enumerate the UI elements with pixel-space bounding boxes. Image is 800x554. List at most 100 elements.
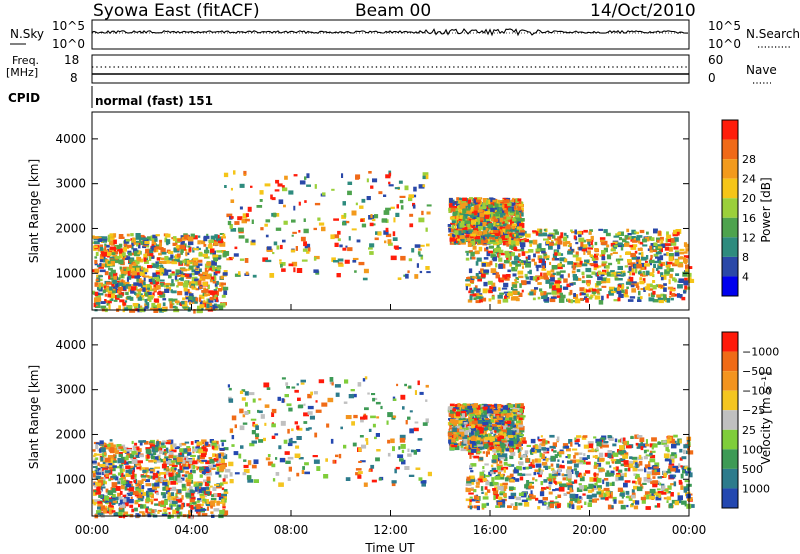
heatmap-cell <box>93 482 96 485</box>
heatmap-cell <box>601 295 604 301</box>
heatmap-cell <box>122 252 126 257</box>
heatmap-cell <box>685 268 690 273</box>
heatmap-cell <box>126 244 132 248</box>
heatmap-cell <box>653 253 659 257</box>
heatmap-cell <box>345 477 351 481</box>
heatmap-cell <box>486 200 489 206</box>
heatmap-cell <box>114 258 120 264</box>
heatmap-cell <box>111 482 118 488</box>
heatmap-cell <box>661 243 666 248</box>
heatmap-cell <box>144 241 150 245</box>
heatmap-cell <box>606 244 610 248</box>
heatmap-cell <box>190 281 196 284</box>
heatmap-cell <box>409 428 414 434</box>
heatmap-cell <box>133 448 138 453</box>
heatmap-cell <box>469 295 473 301</box>
heatmap-cell <box>224 185 227 188</box>
heatmap-cell <box>126 492 133 496</box>
heatmap-cell <box>631 229 636 235</box>
heatmap-cell <box>576 269 581 273</box>
heatmap-cell <box>118 507 125 513</box>
heatmap-cell <box>108 499 115 504</box>
heatmap-cell <box>148 256 152 261</box>
heatmap-cell <box>185 470 190 474</box>
heatmap-cell <box>265 457 271 461</box>
heatmap-cell <box>385 174 391 179</box>
heatmap-cell <box>420 244 425 247</box>
heatmap-cell <box>170 460 176 463</box>
colorbar-swatch <box>722 237 738 257</box>
heatmap-cell <box>173 455 177 459</box>
heatmap-cell <box>175 279 179 282</box>
heatmap-cell <box>490 428 494 433</box>
heatmap-cell <box>113 299 118 302</box>
heatmap-cell <box>161 271 164 274</box>
heatmap-cell <box>562 236 568 242</box>
heatmap-cell <box>672 262 677 267</box>
heatmap-cell <box>243 173 246 176</box>
heatmap-cell <box>214 294 217 297</box>
heatmap-cell <box>187 452 192 455</box>
heatmap-cell <box>113 233 117 238</box>
heatmap-cell <box>388 184 394 187</box>
heatmap-cell <box>146 449 152 455</box>
heatmap-cell <box>205 503 211 506</box>
heatmap-cell <box>581 263 588 267</box>
heatmap-cell <box>529 291 534 296</box>
heatmap-cell <box>646 255 649 260</box>
heatmap-cell <box>101 306 106 312</box>
heatmap-cell <box>187 459 193 462</box>
heatmap-cell <box>102 476 106 481</box>
heatmap-cell <box>204 481 209 487</box>
heatmap-cell <box>518 292 523 297</box>
heatmap-cell <box>150 278 155 282</box>
heatmap-cell <box>503 425 508 430</box>
heatmap-cell <box>557 252 561 256</box>
heatmap-cell <box>351 228 357 231</box>
heatmap-cell <box>296 383 299 386</box>
heatmap-cell <box>500 207 504 212</box>
heatmap-cell <box>642 278 646 283</box>
heatmap-cell <box>180 241 185 246</box>
heatmap-cell <box>502 223 507 227</box>
heatmap-cell <box>655 256 661 259</box>
heatmap-cell <box>97 512 104 515</box>
heatmap-cell <box>161 463 167 469</box>
heatmap-cell <box>247 460 252 466</box>
heatmap-cell <box>190 272 195 276</box>
heatmap-cell <box>146 494 150 500</box>
heatmap-cell <box>510 229 516 232</box>
heatmap-cell <box>476 199 482 203</box>
heatmap-cell <box>176 511 179 514</box>
heatmap-cell <box>247 479 254 483</box>
heatmap-cell <box>105 470 111 473</box>
heatmap-cell <box>343 401 348 404</box>
heatmap-cell <box>447 422 451 426</box>
heatmap-cell <box>543 253 548 259</box>
nsky-line <box>91 28 688 37</box>
heatmap-cell <box>126 480 130 485</box>
heatmap-cell <box>156 278 160 282</box>
heatmap-cell <box>562 241 568 247</box>
heatmap-cell <box>683 290 686 294</box>
heatmap-cell <box>465 208 470 211</box>
heatmap-cell <box>108 267 113 271</box>
heatmap-cell <box>684 277 689 282</box>
colorbar-swatch <box>722 159 738 179</box>
heatmap-cell <box>293 205 296 211</box>
heatmap-cell <box>163 460 167 465</box>
heatmap-cell <box>457 234 460 237</box>
heatmap-cell <box>518 275 524 279</box>
heatmap-cell <box>677 284 683 289</box>
heatmap-cell <box>108 277 114 280</box>
heatmap-cell <box>613 235 620 238</box>
heatmap-cell <box>546 240 550 244</box>
heatmap-cell <box>172 238 176 242</box>
heatmap-cell <box>117 511 123 516</box>
heatmap-cell <box>576 231 582 235</box>
heatmap-cell <box>500 277 505 281</box>
heatmap-cell <box>162 512 168 515</box>
heatmap-cell <box>241 397 246 401</box>
heatmap-cell <box>145 257 149 262</box>
heatmap-cell <box>585 298 589 303</box>
